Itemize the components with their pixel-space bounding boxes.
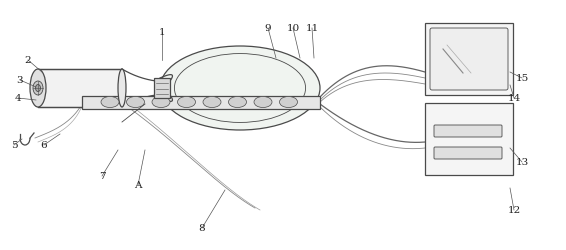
FancyBboxPatch shape: [430, 29, 508, 91]
Text: 2: 2: [25, 56, 31, 65]
Text: 3: 3: [16, 76, 23, 85]
Text: 14: 14: [507, 94, 521, 103]
Text: 13: 13: [516, 158, 529, 167]
Text: 12: 12: [507, 206, 521, 215]
Ellipse shape: [229, 97, 247, 108]
Text: 6: 6: [41, 141, 48, 150]
Text: 4: 4: [15, 94, 22, 103]
Ellipse shape: [30, 70, 46, 108]
FancyBboxPatch shape: [434, 148, 502, 159]
FancyBboxPatch shape: [38, 70, 122, 108]
Text: 1: 1: [158, 28, 165, 37]
Ellipse shape: [160, 47, 320, 130]
Text: A: A: [134, 181, 142, 190]
Ellipse shape: [203, 97, 221, 108]
FancyBboxPatch shape: [434, 126, 502, 138]
Ellipse shape: [280, 97, 298, 108]
Ellipse shape: [178, 97, 195, 108]
Text: 8: 8: [199, 224, 205, 232]
Ellipse shape: [126, 97, 144, 108]
Ellipse shape: [152, 97, 170, 108]
Text: 7: 7: [98, 172, 105, 181]
FancyBboxPatch shape: [154, 79, 170, 98]
Text: 11: 11: [306, 24, 319, 33]
Text: 9: 9: [265, 24, 271, 33]
FancyBboxPatch shape: [82, 96, 320, 109]
Ellipse shape: [118, 70, 126, 108]
Ellipse shape: [36, 85, 41, 92]
FancyBboxPatch shape: [425, 104, 513, 175]
Ellipse shape: [101, 97, 119, 108]
FancyBboxPatch shape: [425, 24, 513, 96]
Ellipse shape: [33, 82, 43, 96]
Text: 15: 15: [516, 74, 529, 83]
Ellipse shape: [254, 97, 272, 108]
Text: 5: 5: [11, 141, 18, 150]
Text: 10: 10: [286, 24, 299, 33]
